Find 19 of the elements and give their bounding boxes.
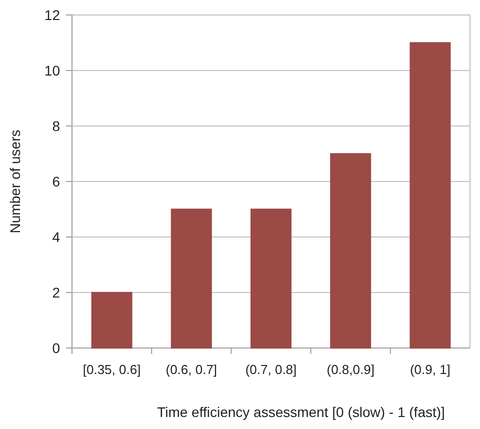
bar [410,42,451,349]
x-tick-label: (0.8,0.9] [326,362,374,377]
bar [250,208,292,349]
y-axis-title: Number of users [7,130,23,234]
bar [91,292,132,349]
x-tick-label: (0.9, 1] [410,362,450,377]
y-tick-label: 10 [44,62,60,78]
bar [330,153,372,349]
bar [170,208,212,349]
x-axis-title: Time efficiency assessment [0 (slow) - 1 (fast)] [157,404,445,420]
y-tick-label: 6 [52,173,60,190]
x-tick-label: (0.7, 0.8] [245,362,297,377]
y-tick-label: 12 [44,6,60,23]
x-tick-label: (0.6, 0.7] [166,362,218,377]
y-tick-label: 2 [52,284,60,300]
x-tick-label: [0.35, 0.6] [82,362,141,377]
y-tick-label: 0 [52,340,60,356]
y-tick-label: 4 [52,228,60,245]
y-tick-label: 8 [52,118,60,134]
